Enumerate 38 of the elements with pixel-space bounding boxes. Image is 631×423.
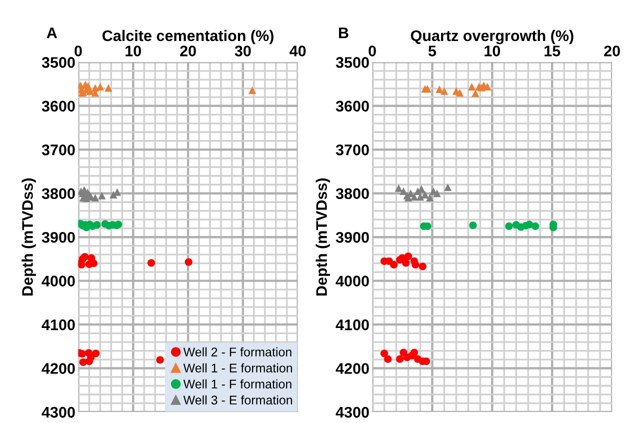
y-tick-label: 3800 (336, 188, 369, 200)
legend-label: Well 1 - E formation (183, 363, 292, 372)
y-tick-label: 4300 (336, 406, 369, 418)
y-axis-title: Depth (mTVDss) (316, 178, 330, 296)
y-tick-label: 3600 (42, 100, 75, 112)
legend-label: Well 1 - F formation (183, 379, 292, 389)
y-tick-label: 4100 (42, 319, 75, 330)
x-tick-label: 5 (428, 46, 436, 56)
x-tick-label: 20 (604, 46, 620, 56)
x-axis-title: Calcite cementation (%) (102, 30, 274, 44)
y-tick-label: 3800 (42, 188, 75, 200)
x-tick-label: 15 (544, 46, 560, 56)
y-tick-label: 3700 (336, 144, 369, 156)
x-tick-label: 0 (74, 46, 82, 56)
legend-label: Well 2 - F formation (183, 347, 292, 356)
y-tick-label: 3700 (42, 144, 75, 156)
legend-label: Well 3 - E formation (183, 395, 292, 405)
y-tick-label: 4200 (42, 363, 75, 374)
y-tick-label: 4100 (336, 319, 369, 330)
x-tick-label: 0 (368, 46, 376, 56)
x-tick-label: 10 (484, 46, 500, 56)
y-tick-label: 3900 (336, 232, 369, 243)
x-axis-title: Quartz overgrowth (%) (410, 30, 574, 44)
y-tick-label: 3600 (336, 100, 369, 112)
y-tick-label: 3500 (42, 57, 75, 68)
y-axis-title: Depth (mTVDss) (22, 178, 36, 296)
y-tick-label: 3500 (336, 57, 369, 68)
x-tick-label: 40 (290, 46, 306, 56)
text: A (46, 28, 58, 38)
text: B (339, 28, 348, 38)
y-tick-label: 3900 (42, 232, 75, 243)
y-tick-label: 4000 (42, 276, 75, 287)
y-tick-label: 4200 (336, 363, 369, 374)
x-tick-label: 30 (234, 46, 251, 56)
y-tick-label: 4300 (42, 406, 75, 418)
x-tick-label: 20 (180, 46, 196, 56)
x-tick-label: 10 (126, 46, 142, 56)
y-tick-label: 4000 (336, 276, 369, 287)
